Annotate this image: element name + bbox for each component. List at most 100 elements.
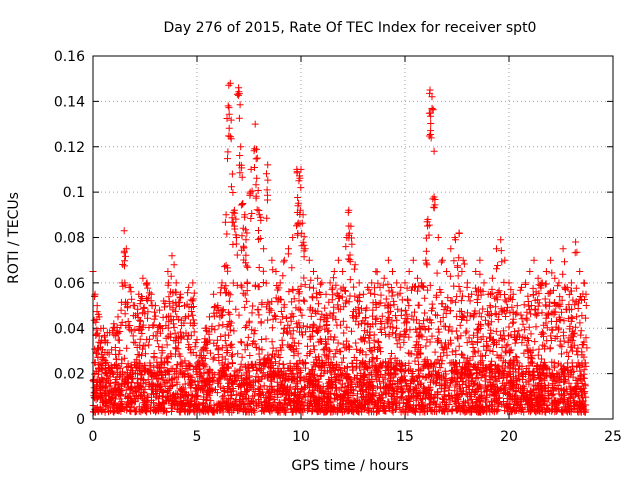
data-point xyxy=(228,392,236,399)
data-point xyxy=(275,360,283,368)
data-point xyxy=(309,392,317,400)
data-point xyxy=(350,387,358,395)
data-point-peak xyxy=(466,312,474,320)
data-point xyxy=(384,280,392,288)
data-point xyxy=(520,349,528,357)
data-point-peak xyxy=(300,274,308,282)
data-point xyxy=(452,298,460,306)
data-point-peak xyxy=(168,252,176,260)
data-point xyxy=(222,370,230,378)
data-point xyxy=(534,351,542,359)
data-point xyxy=(294,350,302,358)
data-point xyxy=(553,333,561,340)
data-point xyxy=(189,316,197,324)
data-point xyxy=(185,372,192,380)
data-point xyxy=(275,387,283,395)
data-point xyxy=(330,403,338,411)
data-point-peak xyxy=(122,252,129,260)
data-point xyxy=(572,284,580,292)
data-point-peak xyxy=(561,258,568,266)
data-point xyxy=(163,367,171,375)
data-point-peak xyxy=(264,176,272,184)
data-point xyxy=(425,325,433,333)
data-point xyxy=(375,397,382,404)
data-point-peak xyxy=(430,204,438,212)
data-point-peak xyxy=(225,124,233,132)
data-point xyxy=(441,367,449,375)
data-point xyxy=(216,402,223,410)
data-point xyxy=(561,369,568,377)
data-point xyxy=(119,282,127,290)
data-point xyxy=(567,313,575,321)
data-point-peak xyxy=(305,256,313,264)
data-point xyxy=(145,324,153,331)
data-point xyxy=(439,314,447,321)
data-point-peak xyxy=(486,333,493,341)
data-point xyxy=(527,359,535,367)
data-point-peak xyxy=(472,268,480,275)
data-point xyxy=(366,345,374,353)
data-point xyxy=(528,355,536,363)
data-point xyxy=(546,372,554,380)
data-point xyxy=(398,394,406,402)
data-point xyxy=(252,373,260,381)
data-point xyxy=(230,327,238,335)
data-point xyxy=(346,374,354,382)
data-point xyxy=(241,324,249,331)
data-point xyxy=(337,406,345,413)
axis-ticks: 00.020.040.060.080.10.120.140.160 5 10 15 20… xyxy=(54,49,622,445)
data-point xyxy=(499,306,507,314)
data-point xyxy=(92,348,100,356)
data-point-peak xyxy=(526,268,534,275)
data-point xyxy=(542,280,550,288)
data-point xyxy=(558,308,565,316)
data-point xyxy=(204,406,212,414)
data-point-peak xyxy=(235,114,243,122)
data-point-peak xyxy=(170,261,178,269)
data-point xyxy=(144,308,152,316)
data-point xyxy=(535,373,543,381)
data-point xyxy=(519,382,527,390)
data-point xyxy=(464,397,472,405)
data-point xyxy=(338,358,346,366)
data-point-peak xyxy=(259,267,267,275)
data-point xyxy=(513,309,521,317)
data-point xyxy=(403,382,410,390)
data-point xyxy=(506,385,514,393)
data-point xyxy=(310,342,318,350)
data-point xyxy=(262,335,270,343)
data-point xyxy=(322,359,330,366)
data-point-peak xyxy=(505,323,513,331)
data-point xyxy=(136,316,144,324)
data-point xyxy=(368,408,375,416)
data-point xyxy=(278,381,285,389)
data-point-peak xyxy=(474,286,482,294)
data-point-peak xyxy=(289,286,297,294)
data-point xyxy=(129,367,136,375)
data-point-peak xyxy=(144,294,152,302)
data-point xyxy=(135,388,143,396)
data-point xyxy=(309,366,317,373)
data-point xyxy=(242,395,250,403)
data-point-peak xyxy=(437,258,445,266)
data-point xyxy=(189,295,197,303)
data-point xyxy=(411,357,419,365)
data-point-peak xyxy=(346,258,354,266)
data-point xyxy=(523,341,531,349)
data-point xyxy=(492,327,500,335)
data-point xyxy=(287,330,295,338)
data-point xyxy=(243,378,251,386)
data-point-peak xyxy=(583,344,591,352)
data-point-peak xyxy=(210,290,218,298)
data-point xyxy=(502,342,510,350)
data-point xyxy=(194,406,202,414)
data-point xyxy=(347,377,355,385)
data-point-peak xyxy=(575,296,583,304)
data-point xyxy=(92,390,100,398)
data-point xyxy=(135,351,143,359)
data-point-peak xyxy=(135,290,143,298)
data-point xyxy=(232,305,240,313)
data-point xyxy=(397,365,405,373)
data-point xyxy=(217,333,225,340)
data-point xyxy=(474,403,481,411)
